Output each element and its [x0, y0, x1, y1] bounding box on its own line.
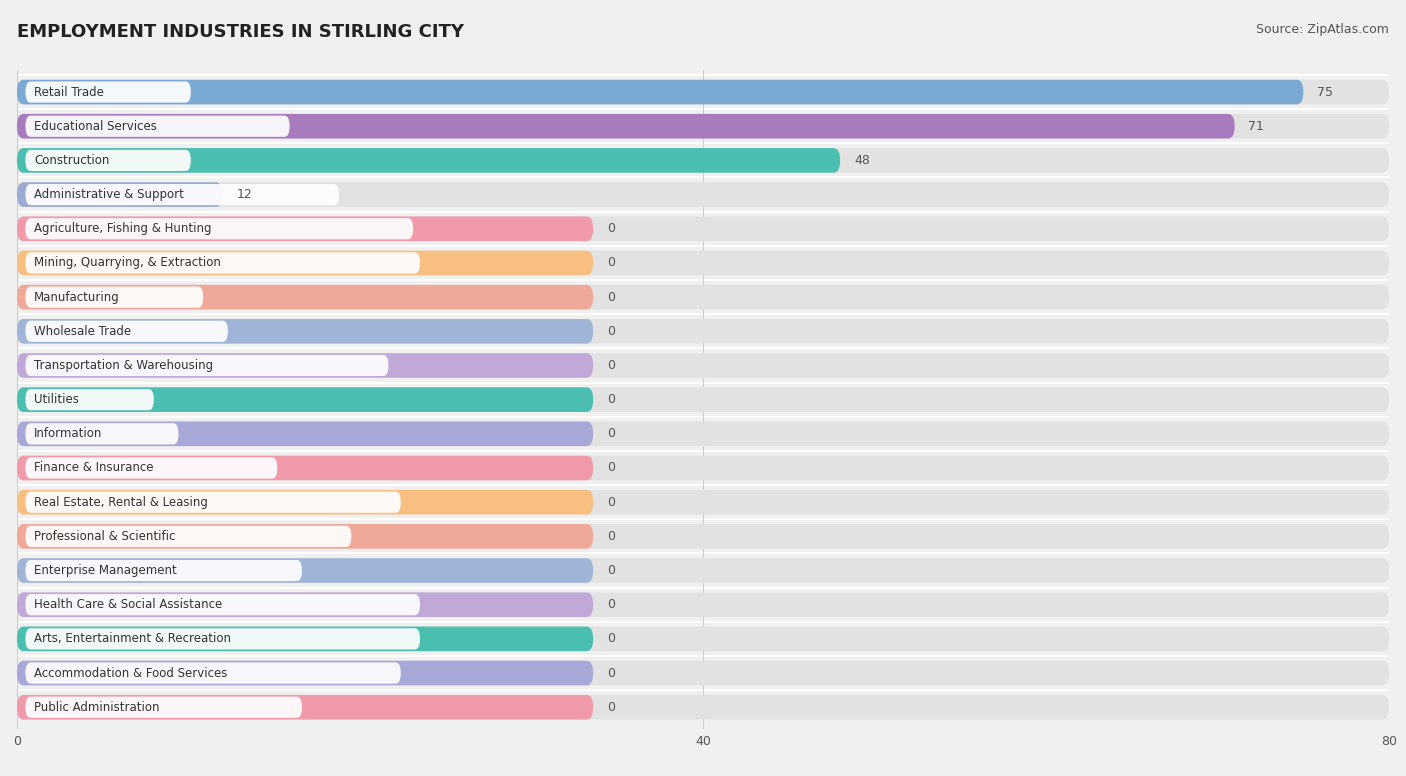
FancyBboxPatch shape — [17, 421, 1389, 446]
Text: Enterprise Management: Enterprise Management — [34, 564, 177, 577]
Text: Manufacturing: Manufacturing — [34, 290, 120, 303]
FancyBboxPatch shape — [25, 663, 401, 684]
Text: 12: 12 — [236, 188, 252, 201]
FancyBboxPatch shape — [17, 524, 1389, 549]
Text: Real Estate, Rental & Leasing: Real Estate, Rental & Leasing — [34, 496, 208, 509]
FancyBboxPatch shape — [25, 594, 420, 615]
FancyBboxPatch shape — [25, 560, 302, 581]
FancyBboxPatch shape — [25, 116, 290, 137]
FancyBboxPatch shape — [25, 423, 179, 445]
Text: 0: 0 — [607, 256, 614, 269]
FancyBboxPatch shape — [17, 695, 593, 719]
FancyBboxPatch shape — [17, 80, 1303, 104]
FancyBboxPatch shape — [25, 457, 277, 479]
Text: Finance & Insurance: Finance & Insurance — [34, 462, 153, 474]
FancyBboxPatch shape — [17, 217, 593, 241]
Text: 0: 0 — [607, 496, 614, 509]
FancyBboxPatch shape — [17, 490, 593, 514]
Text: Educational Services: Educational Services — [34, 120, 157, 133]
Text: 0: 0 — [607, 632, 614, 646]
FancyBboxPatch shape — [17, 148, 1389, 173]
FancyBboxPatch shape — [17, 353, 593, 378]
Text: 0: 0 — [607, 359, 614, 372]
FancyBboxPatch shape — [17, 353, 1389, 378]
Text: 48: 48 — [853, 154, 870, 167]
FancyBboxPatch shape — [25, 320, 228, 342]
Text: 0: 0 — [607, 462, 614, 474]
Text: 0: 0 — [607, 325, 614, 338]
FancyBboxPatch shape — [17, 182, 222, 207]
FancyBboxPatch shape — [17, 114, 1234, 139]
FancyBboxPatch shape — [17, 251, 1389, 275]
Text: 0: 0 — [607, 530, 614, 543]
FancyBboxPatch shape — [17, 421, 593, 446]
FancyBboxPatch shape — [17, 319, 593, 344]
Text: Agriculture, Fishing & Hunting: Agriculture, Fishing & Hunting — [34, 222, 211, 235]
Text: 0: 0 — [607, 222, 614, 235]
FancyBboxPatch shape — [17, 148, 841, 173]
FancyBboxPatch shape — [25, 389, 153, 411]
Text: Accommodation & Food Services: Accommodation & Food Services — [34, 667, 228, 680]
Text: Administrative & Support: Administrative & Support — [34, 188, 184, 201]
FancyBboxPatch shape — [25, 629, 420, 650]
Text: Source: ZipAtlas.com: Source: ZipAtlas.com — [1256, 23, 1389, 36]
FancyBboxPatch shape — [17, 592, 593, 617]
FancyBboxPatch shape — [17, 387, 1389, 412]
FancyBboxPatch shape — [17, 660, 1389, 685]
FancyBboxPatch shape — [17, 592, 1389, 617]
FancyBboxPatch shape — [25, 252, 420, 273]
FancyBboxPatch shape — [17, 626, 1389, 651]
FancyBboxPatch shape — [25, 526, 352, 547]
Text: Arts, Entertainment & Recreation: Arts, Entertainment & Recreation — [34, 632, 231, 646]
Text: Mining, Quarrying, & Extraction: Mining, Quarrying, & Extraction — [34, 256, 221, 269]
FancyBboxPatch shape — [25, 491, 401, 513]
FancyBboxPatch shape — [25, 286, 202, 308]
Text: 0: 0 — [607, 598, 614, 611]
Text: Health Care & Social Assistance: Health Care & Social Assistance — [34, 598, 222, 611]
FancyBboxPatch shape — [17, 114, 1389, 139]
Text: Retail Trade: Retail Trade — [34, 85, 104, 99]
FancyBboxPatch shape — [17, 524, 593, 549]
FancyBboxPatch shape — [25, 218, 413, 239]
Text: 0: 0 — [607, 393, 614, 406]
Text: Construction: Construction — [34, 154, 110, 167]
Text: 75: 75 — [1317, 85, 1333, 99]
FancyBboxPatch shape — [17, 319, 1389, 344]
Text: 0: 0 — [607, 290, 614, 303]
FancyBboxPatch shape — [25, 81, 191, 102]
Text: Utilities: Utilities — [34, 393, 79, 406]
FancyBboxPatch shape — [17, 217, 1389, 241]
FancyBboxPatch shape — [17, 456, 1389, 480]
Text: Public Administration: Public Administration — [34, 701, 159, 714]
FancyBboxPatch shape — [17, 660, 593, 685]
Text: 0: 0 — [607, 428, 614, 440]
FancyBboxPatch shape — [17, 558, 1389, 583]
FancyBboxPatch shape — [25, 697, 302, 718]
Text: Transportation & Warehousing: Transportation & Warehousing — [34, 359, 214, 372]
Text: EMPLOYMENT INDUSTRIES IN STIRLING CITY: EMPLOYMENT INDUSTRIES IN STIRLING CITY — [17, 23, 464, 41]
FancyBboxPatch shape — [17, 182, 1389, 207]
FancyBboxPatch shape — [17, 558, 593, 583]
FancyBboxPatch shape — [17, 626, 593, 651]
Text: Wholesale Trade: Wholesale Trade — [34, 325, 131, 338]
Text: Information: Information — [34, 428, 103, 440]
FancyBboxPatch shape — [17, 695, 1389, 719]
Text: Professional & Scientific: Professional & Scientific — [34, 530, 176, 543]
FancyBboxPatch shape — [17, 456, 593, 480]
FancyBboxPatch shape — [25, 355, 388, 376]
FancyBboxPatch shape — [25, 184, 339, 205]
FancyBboxPatch shape — [17, 387, 593, 412]
Text: 71: 71 — [1249, 120, 1264, 133]
FancyBboxPatch shape — [17, 490, 1389, 514]
FancyBboxPatch shape — [17, 80, 1389, 104]
Text: 0: 0 — [607, 564, 614, 577]
Text: 0: 0 — [607, 667, 614, 680]
FancyBboxPatch shape — [17, 285, 1389, 310]
Text: 0: 0 — [607, 701, 614, 714]
FancyBboxPatch shape — [25, 150, 191, 171]
FancyBboxPatch shape — [17, 285, 593, 310]
FancyBboxPatch shape — [17, 251, 593, 275]
